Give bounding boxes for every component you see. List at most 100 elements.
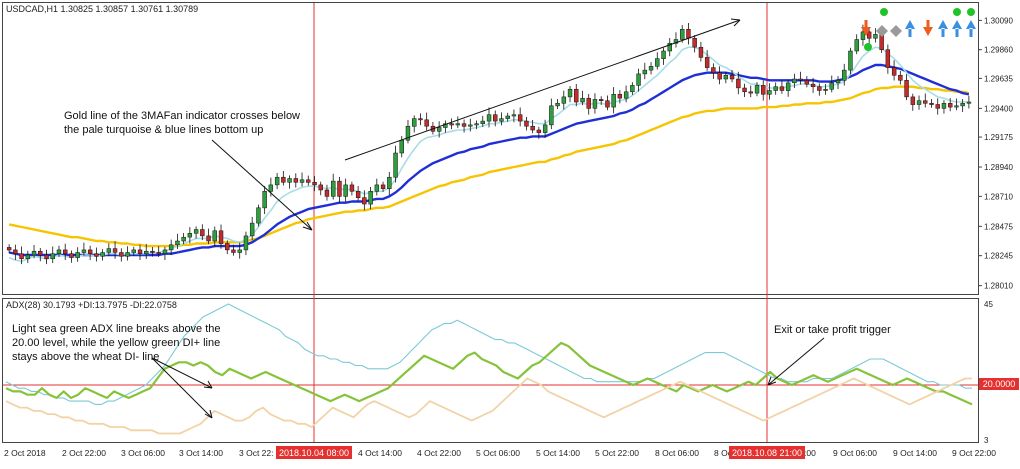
arrow-ma-cross-head <box>302 221 313 231</box>
candle-body-bear <box>748 91 753 94</box>
candle <box>436 121 442 138</box>
candle <box>493 110 498 127</box>
candle <box>916 95 922 110</box>
marker-tag-2-bg <box>729 446 805 459</box>
candle <box>823 84 828 95</box>
candle <box>904 74 909 101</box>
candle <box>125 246 130 261</box>
signal-diamond-icon <box>890 25 902 37</box>
candle-body-bull <box>212 230 217 242</box>
candle-body-bull <box>106 248 112 253</box>
candle-body-bear <box>929 103 934 105</box>
candle-body-bear <box>337 180 342 197</box>
arrow-exit-head <box>767 376 777 386</box>
candle-body-bear <box>605 100 610 108</box>
candle <box>181 232 186 245</box>
candle <box>243 231 249 256</box>
x-tick-label: 9 Oct 22:00 <box>952 448 996 458</box>
candlesticks <box>6 23 972 265</box>
candle-body-bear <box>380 184 386 189</box>
candle <box>162 246 168 260</box>
candle-body-bull <box>848 50 853 71</box>
candle-body-bear <box>119 252 124 257</box>
candle <box>56 245 62 257</box>
candle-body-bear <box>306 179 311 183</box>
candle <box>717 66 722 85</box>
candle-body-bear <box>281 176 286 183</box>
candle-body-bear <box>617 94 623 99</box>
candle-body-bear <box>704 57 710 68</box>
candle <box>374 178 380 196</box>
candle <box>274 173 280 190</box>
candle <box>187 227 193 244</box>
candle-body-bear <box>225 243 230 251</box>
candle <box>156 246 161 257</box>
candle <box>306 175 311 186</box>
candle-body-bull <box>767 90 772 95</box>
up-arrow-icon <box>952 20 962 37</box>
candle <box>299 172 305 187</box>
candle <box>723 72 729 84</box>
di-plus-series-line <box>5 341 973 406</box>
candle-body-bull <box>144 250 149 255</box>
candle-body-bear <box>69 253 74 258</box>
candle-body-bear <box>898 74 903 81</box>
candle <box>898 71 903 85</box>
candle-body-bull <box>499 118 504 122</box>
candle <box>574 84 579 107</box>
candle-body-bear <box>13 249 18 254</box>
candle <box>873 28 878 43</box>
candle <box>137 244 143 260</box>
candle-body-bull <box>486 114 492 122</box>
candle <box>200 224 205 241</box>
candle-body-bear <box>44 254 49 260</box>
candle-body-bull <box>916 100 922 105</box>
marker-tag-1-bg <box>276 446 352 459</box>
candle <box>792 73 797 89</box>
candle-body-bull <box>630 85 635 93</box>
candle-body-bull <box>511 114 517 117</box>
candle-body-bull <box>274 176 280 186</box>
candle <box>692 35 697 53</box>
x-tick-label: 5 Oct 22:00 <box>595 448 639 458</box>
candle-body-bear <box>698 46 704 58</box>
candle-body-bull <box>642 69 648 75</box>
candle <box>817 83 822 96</box>
candle <box>362 190 367 211</box>
candle <box>38 248 43 262</box>
candle-body-bull <box>374 184 380 192</box>
candle-body-bear <box>817 86 822 91</box>
candle-body-bull <box>31 250 37 256</box>
level-tag: 20.0000 <box>983 379 1016 389</box>
candle-body-bull <box>542 124 548 133</box>
candle-body-bull <box>941 103 947 109</box>
candle <box>6 244 12 254</box>
candle <box>736 71 741 95</box>
candle-body-bull <box>636 73 641 86</box>
candle <box>461 119 467 133</box>
candle <box>75 247 80 262</box>
candle <box>779 80 785 94</box>
candle <box>324 184 330 201</box>
candle-body-bear <box>231 249 236 253</box>
candle <box>586 93 591 115</box>
candle-body-bull <box>25 254 31 260</box>
trendline <box>344 19 741 161</box>
candle <box>891 60 897 81</box>
annotation-price-line2: the pale turquoise & blue lines bottom u… <box>64 124 263 136</box>
candle <box>623 85 629 103</box>
candle-body-bull <box>387 176 392 189</box>
annotation-arrows <box>151 139 825 419</box>
adx-lines <box>5 303 973 435</box>
candle <box>193 226 199 239</box>
x-tick-label: 8 Oc <box>714 448 733 458</box>
candle <box>767 83 772 100</box>
x-tick-label: 3 Oct 06:00 <box>121 448 165 458</box>
signal-dot-icon <box>967 8 975 16</box>
candle-body-bear <box>38 250 43 256</box>
candle <box>337 176 342 203</box>
candle <box>611 87 616 114</box>
candle <box>966 95 972 109</box>
candle <box>842 63 847 86</box>
